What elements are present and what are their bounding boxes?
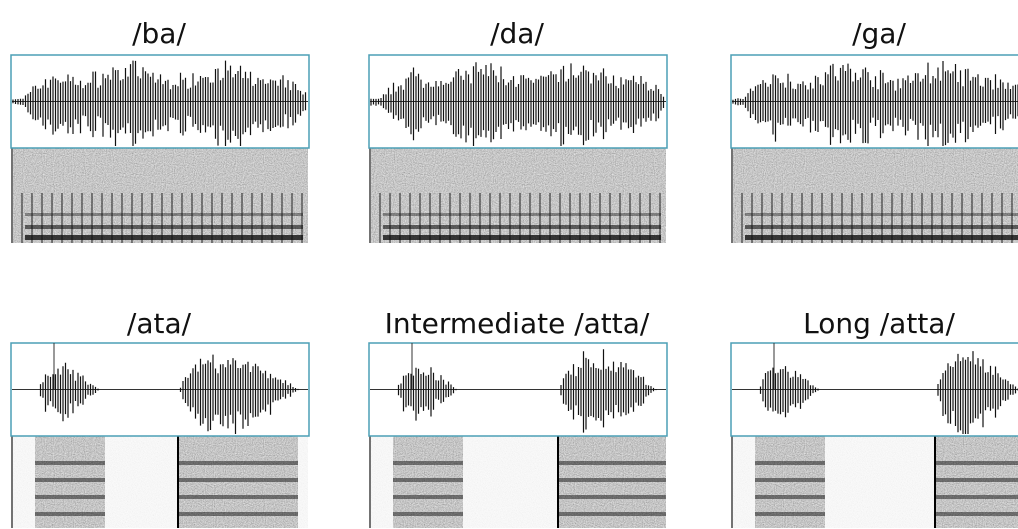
formant bbox=[178, 512, 298, 516]
formant bbox=[755, 461, 825, 465]
formant bbox=[935, 478, 1018, 482]
formant bbox=[393, 461, 463, 465]
formant bbox=[935, 495, 1018, 499]
waveform bbox=[369, 343, 667, 436]
spectrogram bbox=[12, 148, 308, 243]
panel-label: Long /atta/ bbox=[803, 307, 955, 340]
formant bbox=[558, 478, 666, 482]
spectrogram bbox=[370, 436, 666, 528]
formant bbox=[745, 225, 1018, 229]
formant bbox=[393, 495, 463, 499]
panel: Long /atta/ bbox=[731, 307, 1018, 528]
formant bbox=[35, 495, 105, 499]
spectrogram bbox=[732, 148, 1018, 243]
formant bbox=[755, 512, 825, 516]
waveform bbox=[369, 55, 667, 148]
formant bbox=[393, 512, 463, 516]
formant bbox=[745, 213, 1018, 216]
formant bbox=[383, 235, 661, 240]
formant bbox=[755, 495, 825, 499]
formant bbox=[35, 461, 105, 465]
formant bbox=[35, 478, 105, 482]
panel: /ga/ bbox=[731, 17, 1018, 243]
formant bbox=[558, 461, 666, 465]
formant bbox=[178, 495, 298, 499]
formant bbox=[935, 512, 1018, 516]
page: /ba/ /da/ /ga/ /ata/Intermediate /atta/Long… bbox=[0, 0, 1018, 529]
panel-label: /ba/ bbox=[132, 17, 186, 50]
formant bbox=[25, 225, 303, 229]
waveform bbox=[731, 55, 1018, 148]
panel-label: /da/ bbox=[490, 17, 544, 50]
formant bbox=[393, 478, 463, 482]
panel-label: /ata/ bbox=[127, 307, 192, 340]
spectrogram bbox=[12, 436, 308, 528]
spectrogram bbox=[732, 436, 1018, 528]
panel: /da/ bbox=[369, 17, 667, 243]
formant bbox=[383, 213, 661, 216]
formant bbox=[558, 512, 666, 516]
panel: /ata/ bbox=[11, 307, 309, 528]
formant bbox=[178, 461, 298, 465]
formant bbox=[35, 512, 105, 516]
waveform bbox=[731, 343, 1018, 436]
panel: /ba/ bbox=[11, 17, 309, 243]
panel: Intermediate /atta/ bbox=[369, 307, 667, 528]
panel-label: /ga/ bbox=[852, 17, 906, 50]
formant bbox=[558, 495, 666, 499]
figure: /ba/ /da/ /ga/ /ata/Intermediate /atta/Long… bbox=[0, 0, 1018, 529]
formant bbox=[745, 235, 1018, 240]
formant bbox=[383, 225, 661, 229]
formant bbox=[25, 235, 303, 240]
formant bbox=[178, 478, 298, 482]
spectrogram bbox=[370, 148, 666, 243]
formant bbox=[755, 478, 825, 482]
formant bbox=[935, 461, 1018, 465]
waveform bbox=[11, 55, 309, 148]
formant bbox=[25, 213, 303, 216]
panel-label: Intermediate /atta/ bbox=[385, 307, 650, 340]
waveform bbox=[11, 343, 309, 436]
